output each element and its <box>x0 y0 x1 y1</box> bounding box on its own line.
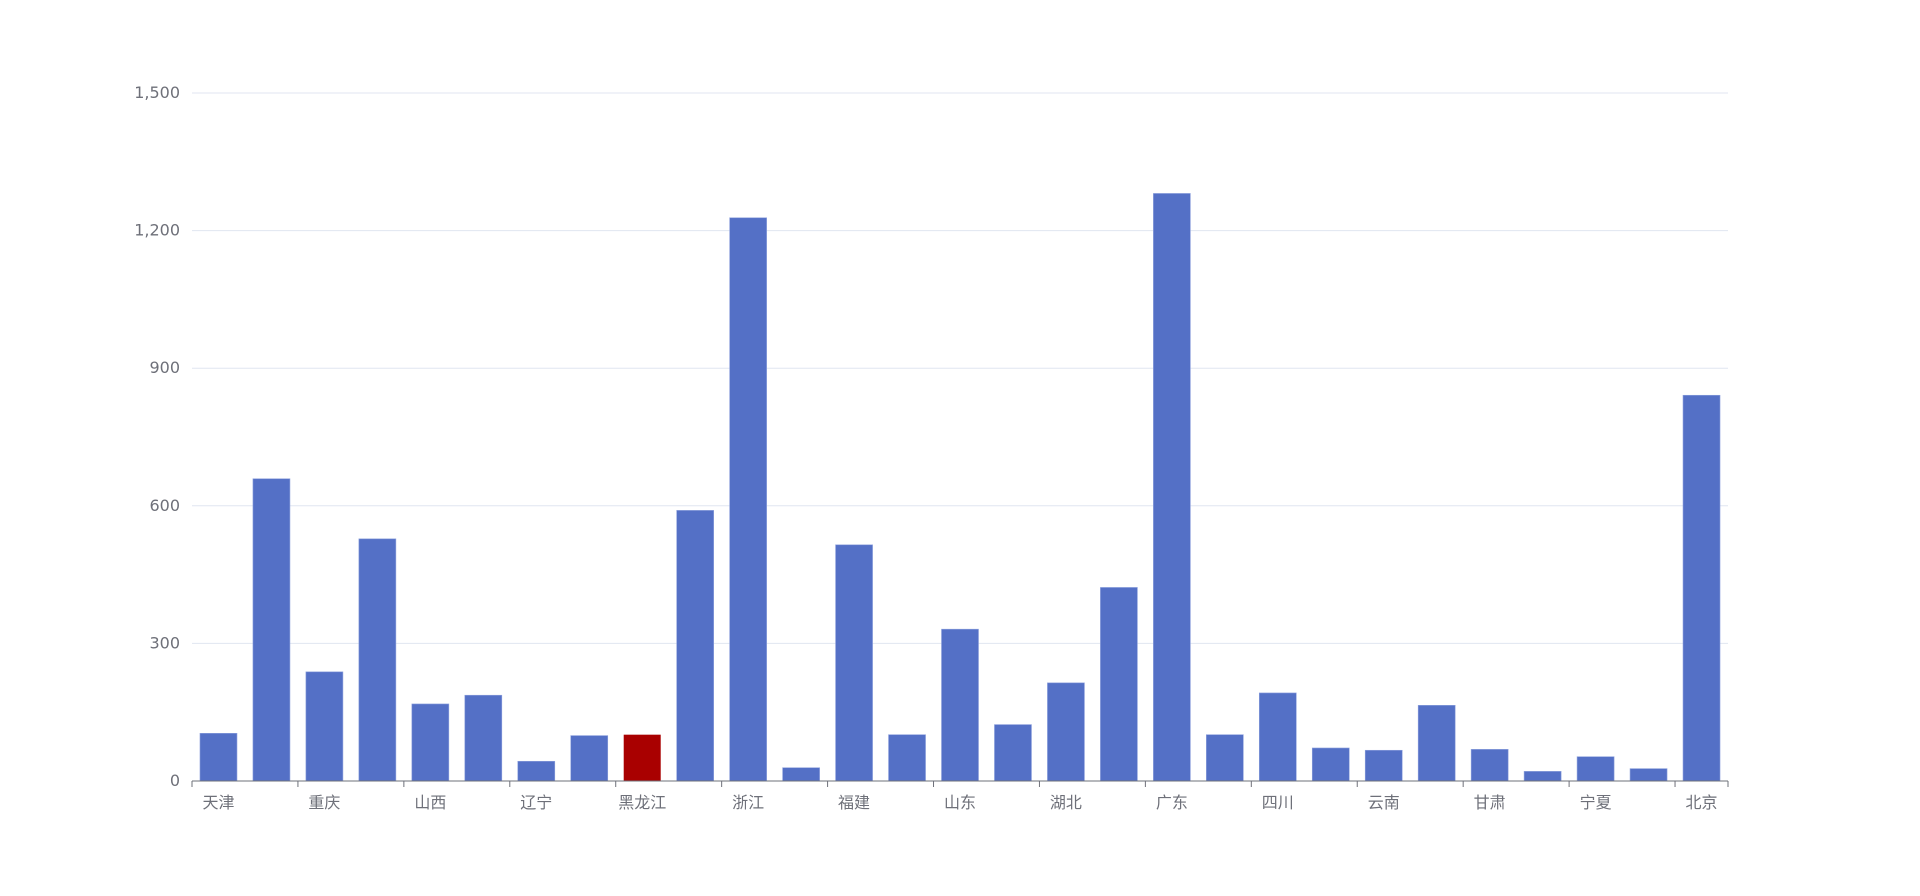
x-tick-label: 黑龙江 <box>618 793 666 812</box>
x-tick-label: 四川 <box>1262 793 1294 812</box>
y-tick-label: 900 <box>149 358 180 377</box>
bar[interactable] <box>676 510 714 782</box>
bar[interactable] <box>1047 682 1085 782</box>
bar[interactable] <box>199 732 238 782</box>
bar[interactable] <box>1576 756 1615 782</box>
bar[interactable] <box>252 478 291 782</box>
x-tick-label: 重庆 <box>308 793 340 812</box>
bar[interactable] <box>1417 705 1456 782</box>
x-tick-label: 浙江 <box>732 793 764 812</box>
bar[interactable] <box>464 694 503 782</box>
y-tick-label: 1,500 <box>134 83 180 102</box>
x-tick-label: 辽宁 <box>520 793 552 812</box>
x-tick-label: 天津 <box>202 793 234 812</box>
bar[interactable] <box>411 703 450 782</box>
bar[interactable] <box>1100 587 1138 782</box>
bar[interactable] <box>994 724 1032 782</box>
x-tick-label: 福建 <box>838 793 870 812</box>
bar[interactable] <box>941 628 979 782</box>
bar[interactable] <box>570 735 609 782</box>
bar[interactable] <box>1523 771 1562 782</box>
x-tick-label: 山东 <box>944 793 976 812</box>
y-tick-label: 1,200 <box>134 221 180 240</box>
bar[interactable] <box>1629 768 1668 782</box>
y-tick-label: 0 <box>170 771 180 790</box>
bar[interactable] <box>1311 747 1350 782</box>
bar[interactable] <box>1682 394 1721 782</box>
bar[interactable] <box>305 671 344 782</box>
bar-highlighted[interactable] <box>623 734 661 781</box>
x-tick-label: 广东 <box>1156 793 1188 812</box>
bar[interactable] <box>835 544 873 782</box>
bar[interactable] <box>782 767 820 782</box>
bar[interactable] <box>1258 692 1297 782</box>
bar[interactable] <box>517 760 556 782</box>
bar[interactable] <box>888 734 926 782</box>
bar[interactable] <box>729 217 767 782</box>
y-tick-label: 600 <box>149 496 180 515</box>
x-tick-label: 云南 <box>1368 793 1400 812</box>
x-tick-label: 北京 <box>1686 793 1718 812</box>
bar[interactable] <box>1153 193 1191 782</box>
x-tick-label: 宁夏 <box>1580 793 1612 812</box>
bar[interactable] <box>1470 749 1509 782</box>
bar[interactable] <box>1364 749 1403 782</box>
x-tick-label: 山西 <box>414 793 446 812</box>
bar[interactable] <box>1206 734 1244 782</box>
bar[interactable] <box>358 538 397 782</box>
x-tick-label: 甘肃 <box>1474 793 1506 812</box>
x-tick-label: 湖北 <box>1050 793 1082 812</box>
y-tick-label: 300 <box>149 633 180 652</box>
